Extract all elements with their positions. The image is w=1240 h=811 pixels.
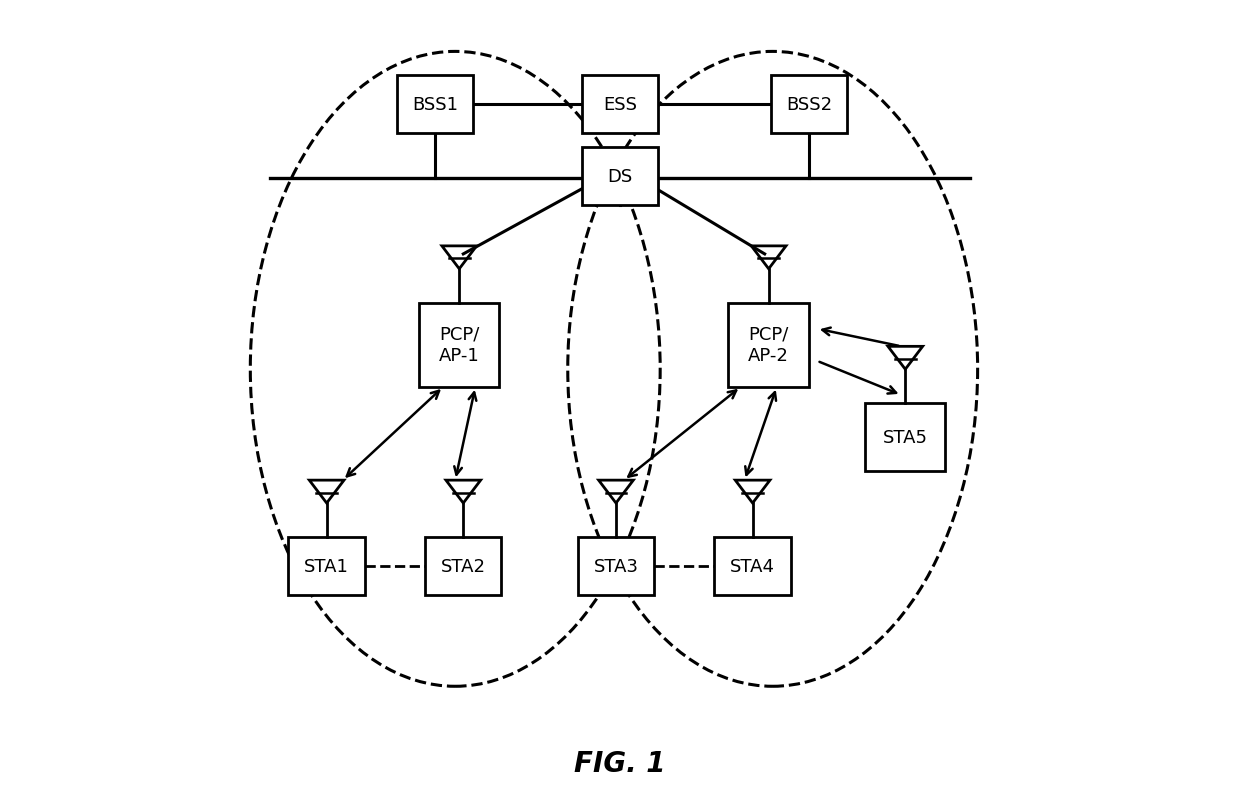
Text: PCP/
AP-1: PCP/ AP-1	[439, 325, 480, 365]
Text: STA2: STA2	[440, 557, 486, 575]
FancyBboxPatch shape	[582, 148, 658, 206]
FancyBboxPatch shape	[397, 75, 474, 133]
FancyBboxPatch shape	[866, 404, 945, 472]
Text: DS: DS	[608, 168, 632, 186]
FancyBboxPatch shape	[578, 537, 655, 595]
Text: ESS: ESS	[603, 96, 637, 114]
Text: BSS1: BSS1	[412, 96, 458, 114]
FancyBboxPatch shape	[289, 537, 365, 595]
FancyBboxPatch shape	[425, 537, 501, 595]
Text: STA3: STA3	[594, 557, 639, 575]
FancyBboxPatch shape	[771, 75, 847, 133]
FancyBboxPatch shape	[582, 75, 658, 133]
Text: STA1: STA1	[304, 557, 350, 575]
FancyBboxPatch shape	[728, 303, 808, 388]
Text: PCP/
AP-2: PCP/ AP-2	[748, 325, 789, 365]
FancyBboxPatch shape	[714, 537, 791, 595]
Text: FIG. 1: FIG. 1	[574, 749, 666, 777]
Text: STA5: STA5	[883, 429, 928, 447]
FancyBboxPatch shape	[419, 303, 500, 388]
Text: BSS2: BSS2	[786, 96, 832, 114]
Text: STA4: STA4	[730, 557, 775, 575]
